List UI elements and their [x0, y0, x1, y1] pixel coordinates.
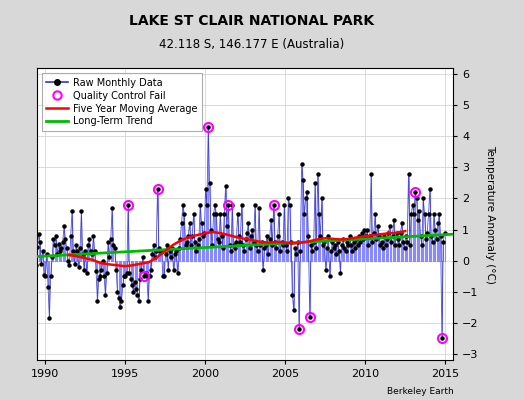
Y-axis label: Temperature Anomaly (°C): Temperature Anomaly (°C): [485, 144, 496, 284]
Legend: Raw Monthly Data, Quality Control Fail, Five Year Moving Average, Long-Term Tren: Raw Monthly Data, Quality Control Fail, …: [41, 73, 202, 131]
Text: 42.118 S, 146.177 E (Australia): 42.118 S, 146.177 E (Australia): [159, 38, 344, 51]
Text: Berkeley Earth: Berkeley Earth: [387, 387, 453, 396]
Text: LAKE ST CLAIR NATIONAL PARK: LAKE ST CLAIR NATIONAL PARK: [129, 14, 374, 28]
